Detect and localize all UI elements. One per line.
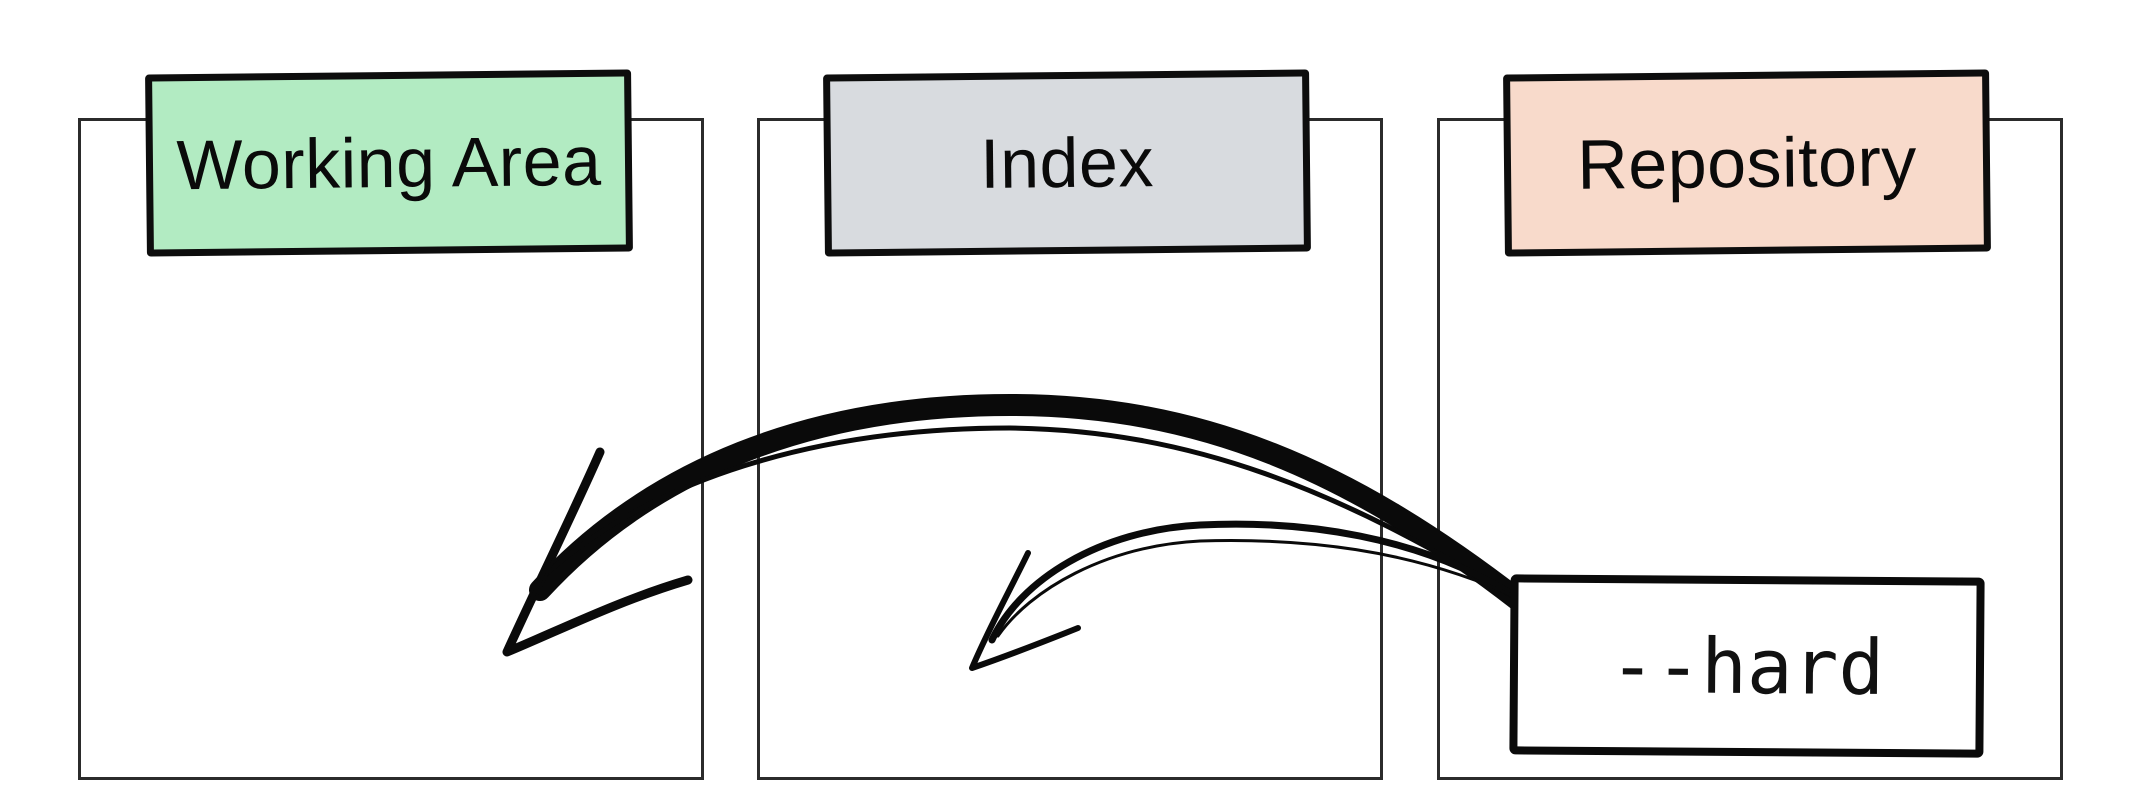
index-label-text: Index: [979, 123, 1155, 203]
repository-label: Repository: [1503, 69, 1991, 257]
working-area-label: Working Area: [145, 69, 633, 257]
hard-option-text: --hard: [1609, 620, 1885, 712]
working-area-label-text: Working Area: [176, 121, 602, 205]
hard-option-box: --hard: [1509, 574, 1985, 758]
repository-label-text: Repository: [1576, 122, 1918, 204]
arrow-to-index: [969, 520, 1522, 671]
index-label: Index: [823, 69, 1311, 257]
arrow-to-working-area: [502, 393, 1529, 657]
